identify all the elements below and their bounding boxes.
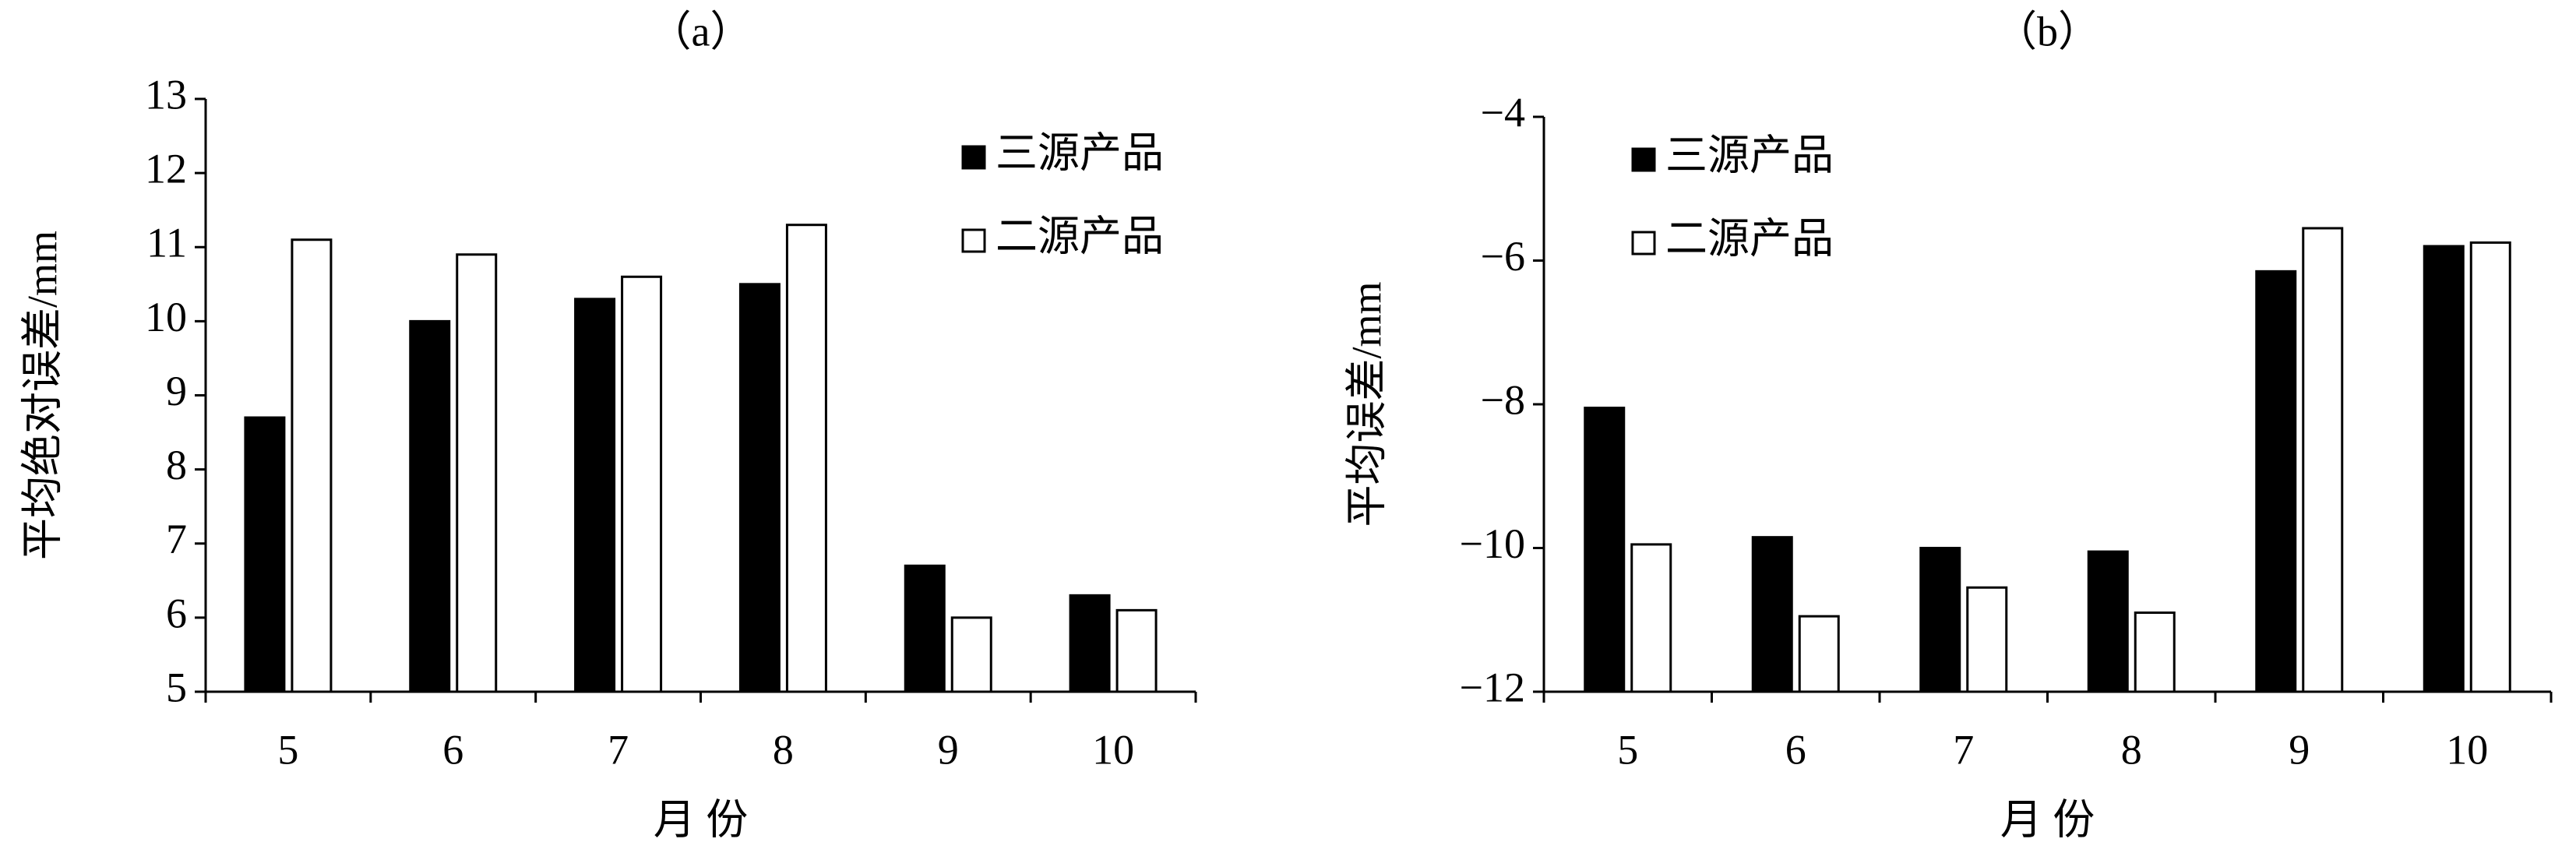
x-tick-label: 8 [773, 726, 794, 773]
y-tick-label: 7 [166, 516, 187, 562]
legend-swatch [961, 228, 986, 253]
bar [1798, 615, 1840, 693]
bar [2255, 270, 2297, 693]
y-tick-label: 11 [146, 220, 187, 266]
bar [1919, 547, 1961, 693]
y-axis-label: 平均绝对误差/mm [19, 231, 65, 560]
legend-label: 三源产品 [1665, 132, 1834, 178]
bar [2087, 550, 2129, 693]
x-tick-label: 7 [608, 726, 629, 773]
y-tick-label: 8 [166, 442, 187, 488]
bar [2423, 245, 2465, 693]
chart-title: （b） [1995, 8, 2100, 55]
bar [1966, 586, 2008, 693]
legend-swatch [1631, 231, 1656, 256]
x-tick-label: 6 [1785, 726, 1806, 773]
bar [2302, 227, 2344, 693]
legend-label: 二源产品 [1665, 215, 1834, 262]
bar [1069, 594, 1111, 693]
bar [1630, 543, 1672, 693]
y-tick-label: 10 [145, 294, 187, 340]
y-tick-label: 13 [145, 71, 187, 118]
bar [456, 253, 498, 693]
y-tick-label: 6 [166, 590, 187, 636]
y-tick-label: −12 [1460, 664, 1525, 710]
bar [904, 564, 946, 693]
x-tick-label: 5 [1617, 726, 1638, 773]
x-tick-label: 5 [277, 726, 298, 773]
y-tick-label: −6 [1481, 233, 1525, 280]
x-tick-label: 9 [2289, 726, 2310, 773]
bar [1751, 536, 1793, 693]
y-tick-label: −10 [1460, 520, 1525, 567]
bar [2469, 241, 2511, 693]
legend-swatch [961, 145, 986, 170]
x-tick-label: 10 [1092, 726, 1134, 773]
y-tick-label: 12 [145, 146, 187, 192]
bar [2134, 611, 2176, 693]
bar [291, 238, 333, 693]
y-axis-label: 平均误差/mm [1343, 281, 1390, 527]
legend-label: 三源产品 [996, 129, 1164, 176]
bar [1584, 407, 1626, 693]
x-tick-label: 8 [2121, 726, 2142, 773]
legend-swatch [1631, 147, 1656, 172]
chart-title: （a） [650, 8, 752, 55]
bar [244, 416, 286, 693]
x-axis-label: 月 份 [2000, 796, 2095, 843]
x-tick-label: 10 [2446, 726, 2488, 773]
y-tick-label: −8 [1481, 376, 1525, 423]
x-tick-label: 6 [442, 726, 463, 773]
bar [1115, 608, 1158, 693]
x-axis-label: 月 份 [654, 796, 749, 843]
bar [738, 283, 781, 693]
x-tick-label: 7 [1953, 726, 1974, 773]
y-tick-label: −4 [1481, 89, 1525, 136]
bar [574, 298, 616, 693]
y-tick-label: 5 [166, 664, 187, 710]
x-tick-label: 9 [938, 726, 959, 773]
bar [950, 616, 992, 693]
legend-label: 二源产品 [996, 213, 1164, 259]
bar [785, 224, 827, 693]
y-tick-label: 9 [166, 368, 187, 414]
bar [621, 275, 663, 693]
bar [409, 319, 451, 693]
